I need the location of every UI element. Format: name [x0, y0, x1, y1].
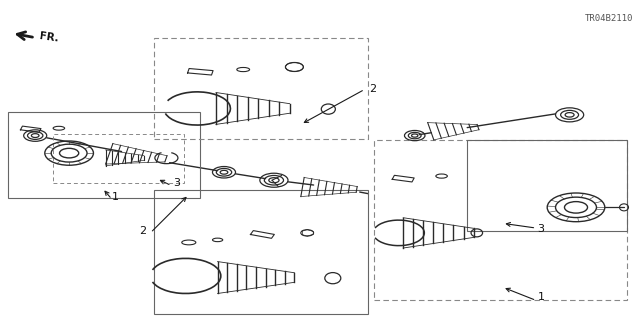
Bar [8, 112, 200, 198]
Text: FR.: FR. [38, 31, 59, 44]
Bar [53, 134, 184, 183]
Text: 2: 2 [369, 84, 376, 94]
Bar [374, 140, 627, 300]
Text: 2: 2 [139, 226, 146, 236]
Text: 3: 3 [173, 178, 180, 188]
Bar [467, 140, 627, 231]
Bar [154, 190, 368, 314]
Bar [154, 38, 368, 139]
Text: 1: 1 [112, 192, 119, 202]
Text: 3: 3 [538, 224, 545, 234]
Text: 1: 1 [538, 292, 545, 302]
Text: TR04B2110: TR04B2110 [585, 14, 634, 23]
